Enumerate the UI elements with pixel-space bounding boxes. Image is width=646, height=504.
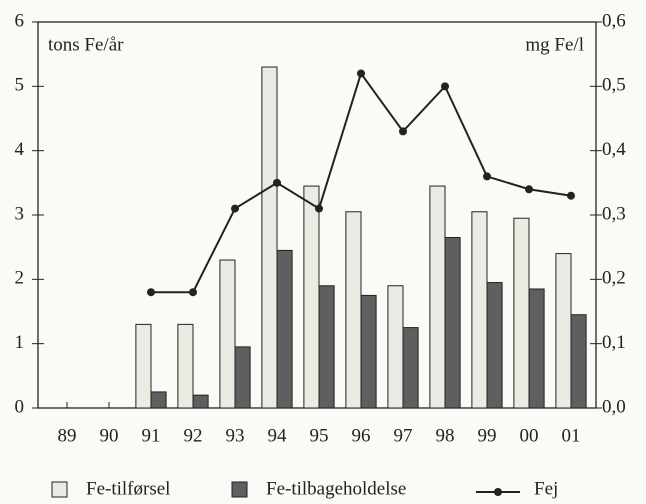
x-tick-label: 01 — [562, 425, 581, 446]
bar — [150, 391, 167, 409]
bar — [444, 237, 461, 409]
bar — [261, 66, 278, 409]
bar — [402, 327, 419, 409]
y2-tick-label: 0,5 — [602, 75, 626, 96]
bar — [528, 288, 545, 409]
line-point — [147, 288, 155, 297]
bar — [177, 323, 194, 409]
bar — [513, 217, 530, 409]
line-point — [399, 127, 407, 136]
y2-tick-label: 0,2 — [602, 268, 626, 289]
legend-swatch — [51, 481, 68, 498]
x-tick-label: 96 — [352, 425, 371, 446]
bar — [360, 294, 377, 409]
y-tick-label: 2 — [15, 268, 25, 289]
legend-label: Fej — [534, 478, 558, 499]
x-tick-label: 94 — [268, 425, 288, 446]
legend-dot — [494, 488, 502, 496]
line-point — [483, 172, 491, 181]
y-tick-label: 6 — [15, 10, 25, 31]
x-tick-label: 89 — [58, 425, 77, 446]
y-tick-label: 4 — [15, 139, 25, 160]
bar — [192, 394, 209, 409]
bar — [387, 285, 404, 409]
line-point — [189, 288, 197, 297]
x-tick-label: 90 — [100, 425, 119, 446]
bar — [471, 211, 488, 409]
y2-tick-label: 0,3 — [602, 203, 626, 224]
bar — [276, 249, 293, 409]
y2-axis-label: mg Fe/l — [525, 34, 584, 55]
bar — [570, 314, 587, 409]
y-axis-label: tons Fe/år — [48, 34, 124, 55]
legend-label: Fe-tilbageholdelse — [266, 478, 406, 499]
y-tick-label: 5 — [15, 75, 25, 96]
line-point — [231, 204, 239, 213]
x-tick-label: 98 — [436, 425, 455, 446]
bar — [318, 285, 335, 409]
line-point — [273, 178, 281, 187]
y2-tick-label: 0,4 — [602, 139, 626, 160]
bar — [135, 323, 152, 409]
x-tick-label: 99 — [478, 425, 497, 446]
bar — [303, 185, 320, 409]
y-tick-label: 0 — [15, 396, 25, 417]
line-point — [357, 69, 365, 78]
x-tick-label: 00 — [520, 425, 539, 446]
x-tick-label: 95 — [310, 425, 329, 446]
line-point — [525, 185, 533, 194]
x-tick-label: 93 — [226, 425, 245, 446]
y-tick-label: 3 — [15, 203, 25, 224]
bar — [219, 259, 236, 409]
y-tick-label: 1 — [15, 332, 25, 353]
bar — [234, 346, 251, 409]
line-point — [315, 204, 323, 213]
bar — [345, 211, 362, 409]
bar — [555, 253, 572, 409]
bar — [486, 282, 503, 409]
bar — [429, 185, 446, 409]
y2-tick-label: 0,6 — [602, 10, 626, 31]
line-point — [567, 191, 575, 200]
y2-tick-label: 0,1 — [602, 332, 626, 353]
x-tick-label: 91 — [142, 425, 161, 446]
line-point — [441, 82, 449, 91]
legend-label: Fe-tilførsel — [86, 478, 170, 499]
x-tick-label: 97 — [394, 425, 413, 446]
y2-tick-label: 0,0 — [602, 396, 626, 417]
legend-swatch — [231, 481, 248, 498]
x-tick-label: 92 — [184, 425, 203, 446]
